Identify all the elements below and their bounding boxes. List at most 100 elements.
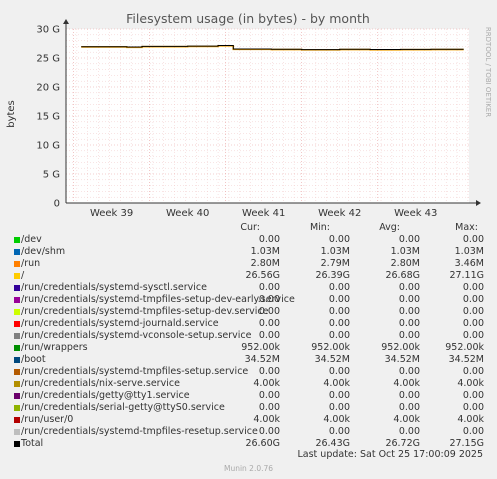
y-tick-label: 20 G <box>36 83 60 94</box>
legend-value-avg: 952.00k <box>381 342 420 353</box>
legend-value-max: 4.00k <box>457 378 484 389</box>
legend-value-max: 1.03M <box>454 246 484 257</box>
legend-value-avg: 0.00 <box>398 330 420 341</box>
legend-value-max: 0.00 <box>462 390 484 401</box>
legend-value-cur: 2.80M <box>250 258 280 269</box>
legend-value-cur: 26.56G <box>245 270 280 281</box>
legend-row: /run/wrappers 952.00k 952.00k 952.00k 952.00… <box>0 342 497 354</box>
grid-layer <box>65 28 469 203</box>
legend-row: /boot 34.52M 34.52M 34.52M 34.52M <box>0 354 497 366</box>
chart-svg: Filesystem usage (in bytes) - by month b… <box>0 0 497 222</box>
header-avg: Avg: <box>379 222 400 233</box>
legend-value-cur: 0.00 <box>258 282 280 293</box>
legend-value-max: 27.11G <box>449 270 484 281</box>
legend-value-cur: 0.00 <box>258 318 280 329</box>
munin-footer: Munin 2.0.76 <box>223 464 274 473</box>
legend-value-cur: 0.00 <box>258 330 280 341</box>
legend-value-avg: 0.00 <box>398 234 420 245</box>
legend-value-avg: 0.00 <box>398 282 420 293</box>
legend-name: /run/credentials/systemd-vconsole-setup.… <box>21 330 252 341</box>
legend-value-min: 0.00 <box>328 306 350 317</box>
legend-name: /run/credentials/systemd-journald.servic… <box>21 318 219 329</box>
legend-value-min: 2.79M <box>320 258 350 269</box>
y-tick-label: 30 G <box>36 25 60 36</box>
header-min: Min: <box>309 222 330 233</box>
legend-value-min: 0.00 <box>328 318 350 329</box>
legend-value-cur: 34.52M <box>244 354 280 365</box>
legend-value-cur: 0.00 <box>258 426 280 437</box>
legend-value-min: 0.00 <box>328 294 350 305</box>
last-update: Last update: Sat Oct 25 17:00:09 2025 <box>297 449 483 460</box>
legend-row: /run/credentials/serial-getty@ttyS0.serv… <box>0 402 497 414</box>
chart-title: Filesystem usage (in bytes) - by month <box>126 11 370 26</box>
legend-value-max: 0.00 <box>462 426 484 437</box>
legend-swatch <box>14 429 20 435</box>
header-cur: Cur: <box>240 222 260 233</box>
legend-name: /run/user/0 <box>21 414 74 425</box>
axis-layer: 0 5 G 10 G 15 G 20 G 25 G 30 G Week 39 Week 40 We… <box>36 19 481 219</box>
legend-value-min: 4.00k <box>323 378 350 389</box>
legend-swatch <box>14 321 20 327</box>
legend-value-avg: 0.00 <box>398 306 420 317</box>
legend-swatch <box>14 273 20 279</box>
legend-value-cur: 0.00 <box>258 390 280 401</box>
legend-swatch <box>14 381 20 387</box>
legend-value-min: 0.00 <box>328 426 350 437</box>
legend-value-max: 952.00k <box>445 342 484 353</box>
legend-swatch <box>14 441 20 447</box>
legend-swatch <box>14 237 20 243</box>
legend-value-cur: 0.00 <box>258 402 280 413</box>
legend-swatch <box>14 357 20 363</box>
y-tick-label: 25 G <box>36 54 60 65</box>
legend-value-min: 0.00 <box>328 282 350 293</box>
legend-value-avg: 1.03M <box>390 246 420 257</box>
x-tick-label: Week 42 <box>318 208 361 219</box>
legend-row: /dev 0.00 0.00 0.00 0.00 <box>0 234 497 246</box>
legend-value-cur: 0.00 <box>258 306 280 317</box>
legend-name: /run/credentials/systemd-tmpfiles-setup.… <box>21 366 249 377</box>
legend-value-max: 4.00k <box>457 414 484 425</box>
legend-swatch <box>14 261 20 267</box>
legend-swatch <box>14 405 20 411</box>
legend-name: /run/wrappers <box>21 342 88 353</box>
y-tick-label: 15 G <box>36 112 60 123</box>
legend-value-cur: 4.00k <box>253 414 280 425</box>
legend-swatch <box>14 285 20 291</box>
legend-value-avg: 0.00 <box>398 402 420 413</box>
legend-value-avg: 4.00k <box>393 414 420 425</box>
legend-value-max: 27.15G <box>449 438 484 449</box>
legend-value-cur: 4.00k <box>253 378 280 389</box>
legend-row: /dev/shm 1.03M 1.03M 1.03M 1.03M <box>0 246 497 258</box>
legend-name: /run/credentials/systemd-tmpfiles-setup-… <box>21 306 269 317</box>
legend-name: /dev/shm <box>21 246 66 257</box>
legend-rows: /dev 0.00 0.00 0.00 0.00/dev/shm 1.03M 1.03M 1.… <box>0 234 497 450</box>
x-axis-arrow <box>476 200 481 206</box>
legend-name: /run/credentials/nix-serve.service <box>21 378 180 389</box>
legend-swatch <box>14 345 20 351</box>
legend-value-max: 34.52M <box>448 354 484 365</box>
legend-value-max: 0.00 <box>462 282 484 293</box>
legend-value-max: 0.00 <box>462 402 484 413</box>
legend-value-avg: 0.00 <box>398 294 420 305</box>
series-line-total <box>81 45 464 51</box>
x-tick-label: Week 40 <box>166 208 209 219</box>
legend-value-min: 26.39G <box>315 270 350 281</box>
legend-name: /run <box>21 258 41 269</box>
legend-name: /run/credentials/systemd-tmpfiles-setup-… <box>21 294 295 305</box>
legend-header: Cur: Min: Avg: Max: <box>0 222 497 234</box>
legend-value-avg: 0.00 <box>398 390 420 401</box>
legend-row: /run/credentials/nix-serve.service 4.00k 4… <box>0 378 497 390</box>
y-tick-label: 5 G <box>43 170 60 181</box>
legend-value-cur: 26.60G <box>245 438 280 449</box>
legend-value-min: 1.03M <box>320 246 350 257</box>
legend-value-max: 0.00 <box>462 306 484 317</box>
legend-swatch <box>14 297 20 303</box>
x-tick-label: Week 43 <box>394 208 437 219</box>
legend-value-min: 0.00 <box>328 366 350 377</box>
legend-value-cur: 0.00 <box>258 294 280 305</box>
legend-value-max: 0.00 <box>462 366 484 377</box>
y-tick-label: 10 G <box>36 141 60 152</box>
x-tick-label: Week 41 <box>242 208 285 219</box>
x-tick-label: Week 39 <box>90 208 133 219</box>
legend-row: /run/credentials/systemd-tmpfiles-setup-… <box>0 306 497 318</box>
